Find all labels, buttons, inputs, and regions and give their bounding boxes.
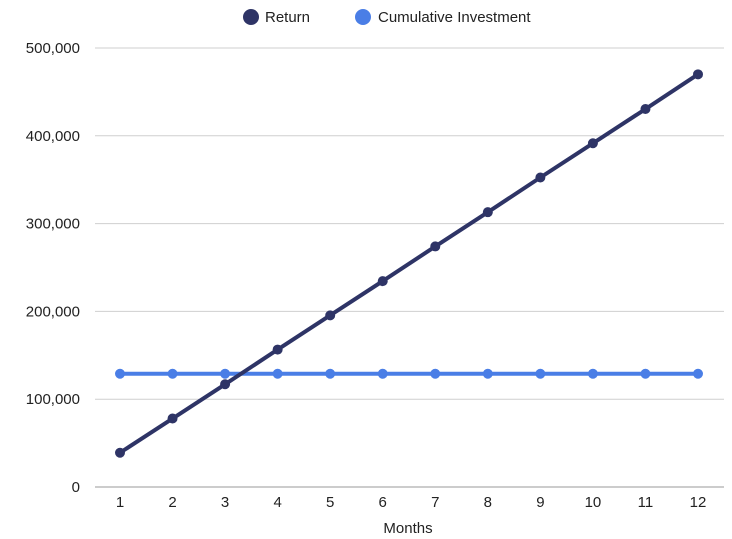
data-point-cumulative-investment	[587, 368, 598, 379]
x-axis-title: Months	[383, 520, 432, 537]
x-axis-tick-labels: 1 2 3 4 5 6 7 8 9 10 11 12	[116, 494, 707, 511]
data-point-cumulative-investment	[220, 368, 231, 379]
data-point-return	[377, 276, 388, 287]
x-tick-label: 8	[484, 494, 492, 511]
gridlines	[95, 47, 724, 400]
series-line-return	[118, 72, 700, 455]
data-point-cumulative-investment	[325, 368, 336, 379]
x-tick-label: 10	[585, 494, 602, 511]
y-tick-label: 500,000	[26, 40, 80, 57]
legend-marker-cumulative-investment	[355, 9, 371, 25]
y-tick-label: 100,000	[26, 391, 80, 408]
data-point-return	[640, 104, 651, 115]
legend: Return Cumulative Investment	[243, 9, 531, 26]
data-point-return	[115, 447, 125, 458]
y-tick-label: 300,000	[26, 216, 80, 233]
legend-marker-return	[243, 9, 259, 25]
legend-label-cumulative-investment: Cumulative Investment	[378, 9, 531, 26]
data-point-return	[272, 344, 283, 355]
data-point-cumulative-investment	[377, 368, 388, 379]
data-point-return	[693, 69, 703, 80]
y-tick-label: 0	[72, 479, 80, 496]
y-tick-label: 400,000	[26, 128, 80, 145]
x-tick-label: 12	[690, 494, 707, 511]
series-lines	[118, 72, 700, 455]
data-point-cumulative-investment	[535, 368, 546, 379]
data-point-cumulative-investment	[115, 368, 125, 379]
data-point-return	[430, 241, 441, 252]
x-tick-label: 6	[379, 494, 387, 511]
data-point-return	[482, 207, 493, 218]
x-tick-label: 4	[273, 494, 281, 511]
x-tick-label: 11	[638, 494, 654, 511]
data-point-return	[535, 172, 546, 183]
x-tick-label: 3	[221, 494, 229, 511]
data-point-cumulative-investment	[482, 368, 493, 379]
data-point-cumulative-investment	[640, 368, 651, 379]
data-point-cumulative-investment	[167, 368, 178, 379]
data-point-cumulative-investment	[430, 368, 441, 379]
data-point-cumulative-investment	[272, 368, 283, 379]
data-point-return	[220, 379, 231, 390]
legend-label-return: Return	[265, 9, 310, 26]
x-tick-label: 7	[431, 494, 439, 511]
data-point-cumulative-investment	[693, 368, 703, 379]
x-tick-label: 1	[116, 494, 124, 511]
x-tick-label: 5	[326, 494, 334, 511]
data-point-return	[325, 310, 336, 321]
x-tick-label: 9	[536, 494, 544, 511]
series-points	[115, 69, 703, 458]
data-point-return	[587, 138, 598, 149]
data-point-return	[167, 413, 178, 424]
y-axis-tick-labels: 0 100,000 200,000 300,000 400,000 500,000	[26, 40, 80, 496]
x-tick-label: 2	[168, 494, 176, 511]
y-tick-label: 200,000	[26, 303, 80, 320]
